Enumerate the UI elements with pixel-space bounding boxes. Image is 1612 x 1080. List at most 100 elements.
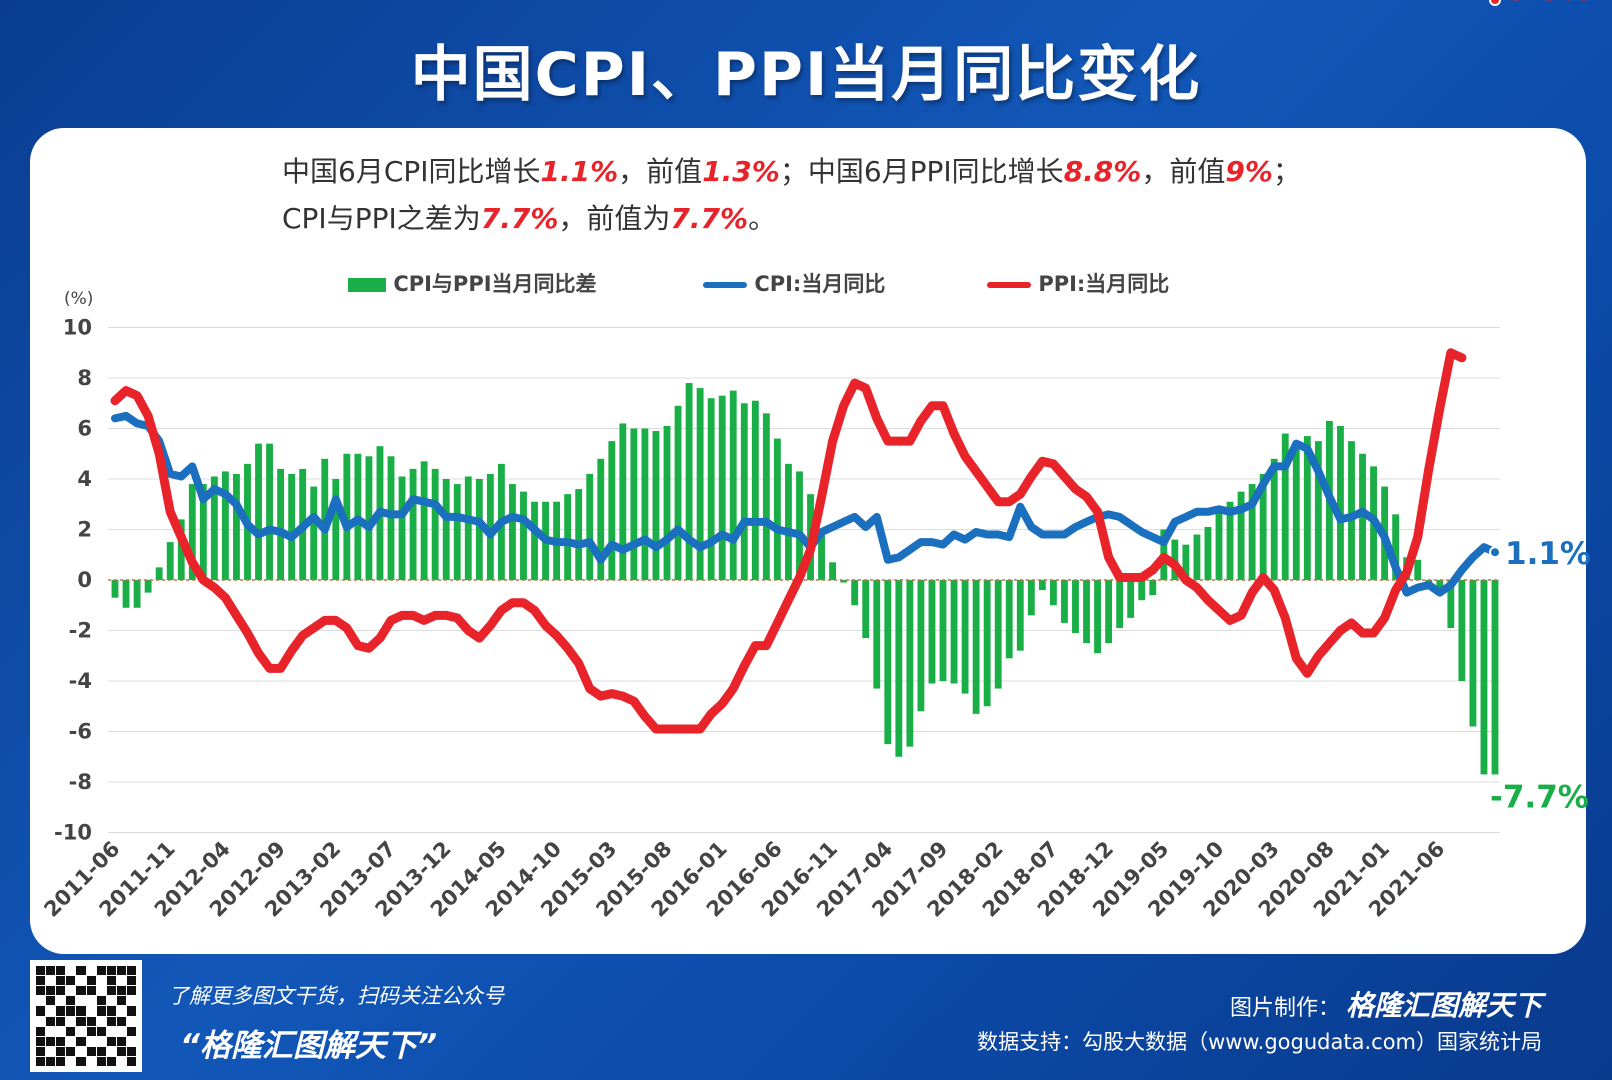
diff-bar	[1237, 491, 1245, 580]
diff-bar	[1094, 580, 1101, 654]
diff-bar	[1314, 441, 1322, 580]
diff-bar	[520, 491, 527, 580]
diff-bar	[840, 580, 848, 583]
diff-bar	[829, 562, 837, 580]
summary-line-1-segment: 1.1%	[540, 155, 619, 188]
diff-bar	[696, 388, 704, 580]
diff-bar	[751, 400, 759, 580]
summary-line-1-segment: ；	[1272, 155, 1301, 188]
legend-swatch-ppi	[987, 282, 1031, 288]
y-tick-label: 2	[77, 518, 92, 542]
diff-bar	[718, 395, 726, 580]
diff-bar	[144, 580, 152, 593]
diff-bar	[1182, 544, 1190, 580]
legend-item-cpi: CPI:当月同比	[703, 268, 885, 298]
diff-bar	[266, 443, 273, 580]
data-source: 数据支持：勾股大数据（www.gogudata.com）国家统计局	[977, 1030, 1542, 1054]
diff-bar	[486, 473, 494, 580]
diff-bar	[1072, 580, 1079, 634]
diff-bar	[785, 463, 792, 580]
diff-bar	[1480, 580, 1488, 775]
y-tick-label: -8	[69, 770, 92, 794]
summary-line-1: 中国6月CPI同比增长1.1%，前值1.3%；中国6月PPI同比增长8.8%，前…	[282, 148, 1482, 195]
diff-bar	[1303, 436, 1311, 580]
diff-bar	[674, 405, 682, 580]
y-tick-label: -10	[54, 821, 92, 845]
maker-brand: 格隆汇图解天下	[1345, 989, 1542, 1022]
diff-bar	[961, 580, 969, 694]
summary-line-1-segment: ；中国6月PPI同比增长	[779, 155, 1064, 188]
diff-bar	[972, 580, 980, 714]
summary-line-2-segment: 7.7%	[670, 202, 749, 235]
diff-end-label: -7.7%	[1490, 779, 1589, 815]
y-tick-label: 4	[77, 467, 92, 491]
diff-bar	[442, 479, 450, 580]
diff-bar	[233, 473, 240, 580]
summary-line-2: CPI与PPI之差为7.7%，前值为7.7%。	[282, 195, 1482, 242]
page-title: 中国CPI、PPI当月同比变化	[410, 40, 1202, 110]
diff-bar	[1149, 580, 1157, 596]
diff-bar	[1348, 441, 1355, 580]
diff-bar	[1491, 580, 1499, 775]
summary-line-1-segment: ，前值	[618, 155, 703, 188]
summary-line-2-segment: 7.7%	[480, 202, 559, 235]
diff-bar	[818, 529, 825, 580]
ppi-end-label: 8.8%	[1505, 0, 1591, 8]
diff-bar	[1138, 580, 1146, 601]
diff-bar	[619, 423, 627, 580]
diff-bar	[1359, 453, 1366, 580]
diff-bar	[1215, 506, 1223, 580]
summary-line-2-segment: 。	[748, 202, 777, 235]
diff-bar	[1005, 580, 1013, 659]
diff-bar	[707, 398, 715, 580]
diff-bar	[983, 580, 991, 707]
diff-bar	[939, 580, 947, 681]
diff-bar	[1038, 580, 1046, 591]
summary-line-2-segment: ，前值为	[558, 202, 671, 235]
diff-bar	[188, 484, 196, 580]
diff-bar	[133, 580, 141, 608]
legend-swatch-diff	[348, 278, 386, 292]
y-tick-label: 0	[77, 568, 92, 592]
diff-bar	[652, 431, 660, 580]
y-unit-label: (%)	[64, 289, 93, 309]
diff-bar	[873, 580, 881, 689]
maker-credit: 图片制作： 格隆汇图解天下	[1230, 984, 1542, 1024]
y-tick-label: 8	[77, 366, 92, 390]
diff-bar	[895, 580, 903, 757]
diff-bar	[431, 468, 439, 580]
y-tick-label: 10	[63, 316, 92, 340]
diff-bar	[277, 468, 285, 580]
diff-bar	[950, 580, 958, 684]
diff-bar	[475, 479, 483, 580]
summary-line-1-segment: 9%	[1225, 155, 1273, 188]
summary-text: 中国6月CPI同比增长1.1%，前值1.3%；中国6月PPI同比增长8.8%，前…	[282, 148, 1482, 242]
diff-bar	[453, 484, 461, 580]
diff-bar	[586, 473, 594, 580]
diff-bar	[464, 476, 472, 580]
diff-bar	[1204, 526, 1212, 580]
diff-bar	[1116, 580, 1124, 628]
diff-bar	[1281, 433, 1289, 580]
diff-bar	[1127, 580, 1135, 618]
diff-bar	[111, 580, 119, 598]
diff-bar	[177, 519, 185, 580]
diff-bar	[564, 494, 572, 580]
cpi-end-marker	[1489, 546, 1501, 559]
diff-bar	[255, 443, 262, 580]
diff-bar	[1458, 580, 1466, 681]
diff-bar	[210, 476, 218, 580]
diff-bar	[1292, 441, 1300, 580]
diff-bar	[1105, 580, 1113, 644]
diff-bar	[1414, 559, 1422, 580]
diff-bar	[1083, 580, 1090, 644]
diff-bar	[740, 403, 748, 580]
diff-bar	[1392, 514, 1400, 580]
summary-line-2-segment: CPI与PPI之差为	[282, 202, 481, 235]
diff-bar	[917, 580, 925, 712]
diff-bar	[608, 441, 616, 580]
diff-bar	[729, 390, 737, 580]
diff-bar	[531, 501, 538, 580]
diff-bar	[906, 580, 914, 747]
